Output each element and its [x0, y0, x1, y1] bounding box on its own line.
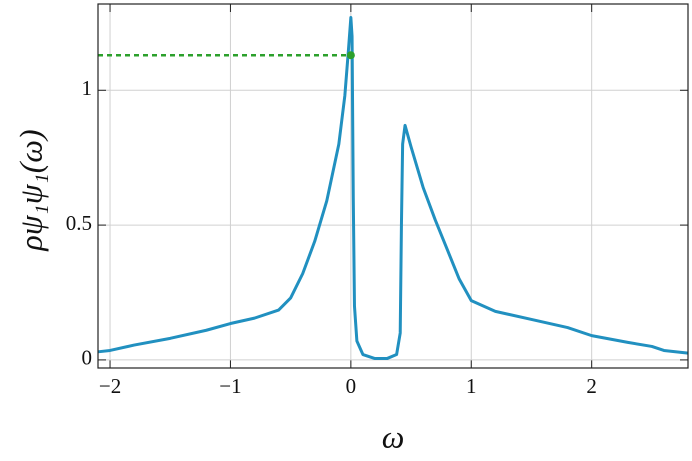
y-tick-label: 0 [82, 346, 93, 370]
x-tick-label: 2 [586, 374, 597, 398]
y-tick-label: 1 [82, 76, 93, 100]
line-series [97, 15, 689, 361]
x-tick-label: 1 [466, 374, 477, 398]
x-tick-label: −1 [219, 374, 241, 398]
plot-frame [97, 3, 689, 369]
x-tick-label: −2 [99, 374, 121, 398]
marker-point [346, 51, 355, 60]
x-axis-label: ω [382, 418, 405, 454]
x-tick-label: 0 [346, 374, 357, 398]
y-tick-label: 0.5 [66, 211, 92, 235]
y-axis-label: ρψ₁ψ₁(ω) [12, 129, 48, 251]
